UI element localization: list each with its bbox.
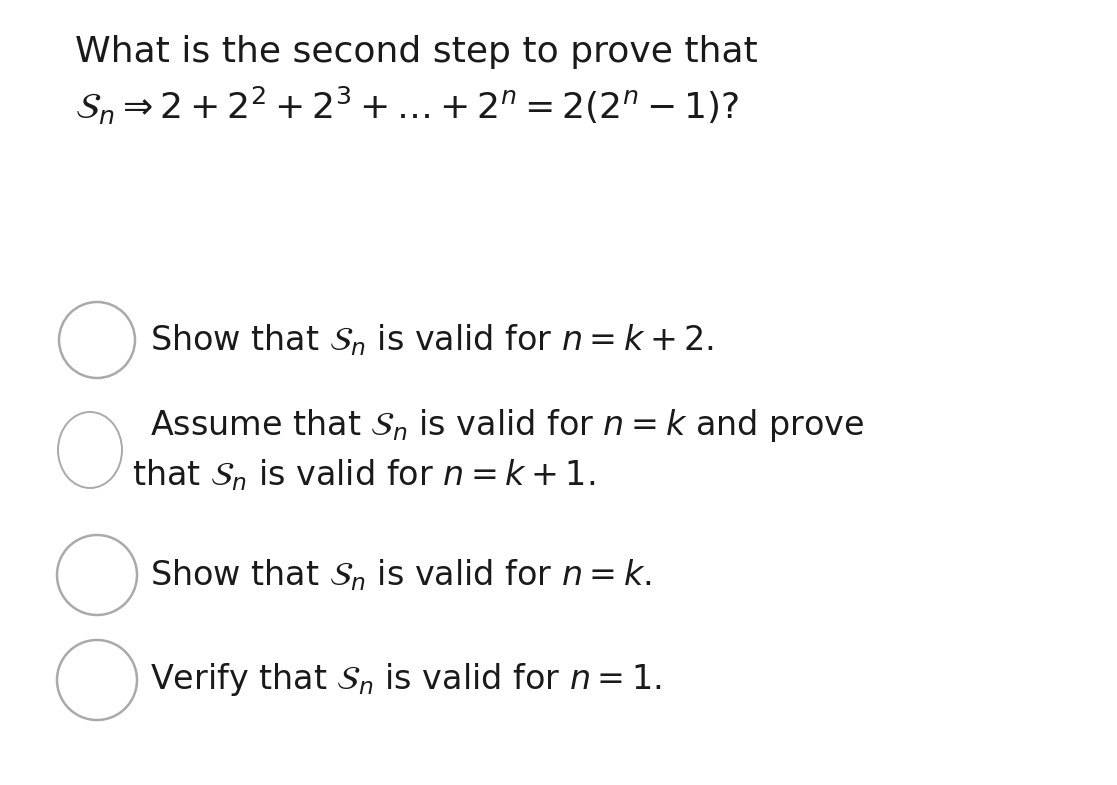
Text: What is the second step to prove that: What is the second step to prove that (75, 35, 757, 69)
Text: $\mathcal{S}_n \Rightarrow 2 + 2^2 + 2^3 + \ldots + 2^n = 2(2^n - 1)$?: $\mathcal{S}_n \Rightarrow 2 + 2^2 + 2^3… (75, 85, 739, 127)
Text: Assume that $\mathcal{S}_n$ is valid for $n = k$ and prove: Assume that $\mathcal{S}_n$ is valid for… (150, 407, 865, 444)
Text: Verify that $\mathcal{S}_n$ is valid for $n = 1.$: Verify that $\mathcal{S}_n$ is valid for… (150, 662, 661, 699)
Text: that $\mathcal{S}_n$ is valid for $n = k + 1.$: that $\mathcal{S}_n$ is valid for $n = k… (132, 457, 595, 493)
Text: Show that $\mathcal{S}_n$ is valid for $n = k.$: Show that $\mathcal{S}_n$ is valid for $… (150, 557, 652, 593)
Text: Show that $\mathcal{S}_n$ is valid for $n = k + 2.$: Show that $\mathcal{S}_n$ is valid for $… (150, 322, 714, 358)
